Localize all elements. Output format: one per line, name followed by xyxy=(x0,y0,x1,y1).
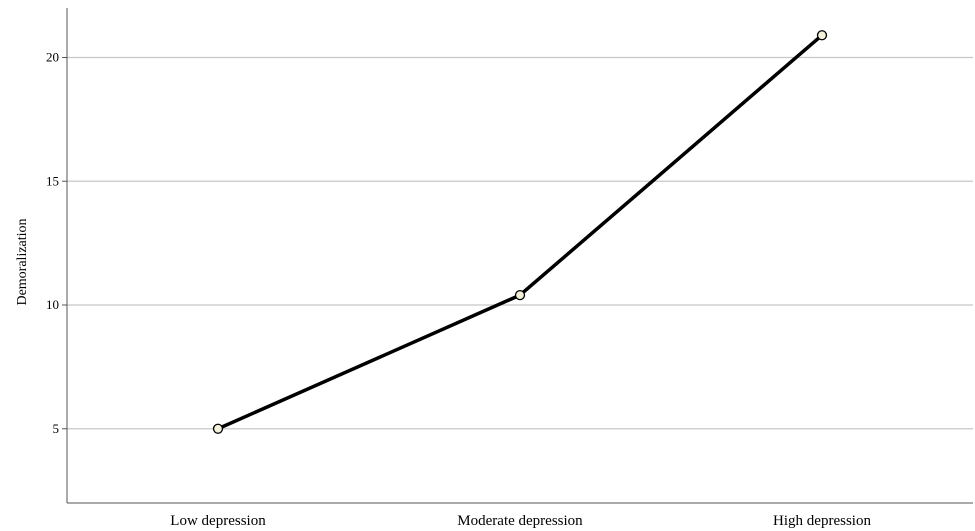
series-line-1 xyxy=(217,33,824,431)
y-tick-label-15: 15 xyxy=(46,173,59,188)
data-point-1 xyxy=(212,423,224,434)
y-tick-label-10: 10 xyxy=(46,297,59,312)
data-point-2 xyxy=(514,289,526,301)
x-tick-label-2: Moderate depression xyxy=(457,513,583,529)
x-tick-label-1: Low depression xyxy=(170,513,266,529)
y-axis-title: Demoralization xyxy=(15,218,30,305)
y-tick-label-20: 20 xyxy=(46,50,59,65)
y-tick-label-5: 5 xyxy=(53,421,60,436)
data-point-3 xyxy=(816,30,828,41)
y-tick-labels: 5 10 15 20 xyxy=(46,50,67,436)
gridlines xyxy=(67,56,973,430)
series xyxy=(212,30,828,434)
x-tick-labels: Low depression Moderate depression High de… xyxy=(170,513,871,529)
x-tick-label-3: High depression xyxy=(773,513,871,529)
